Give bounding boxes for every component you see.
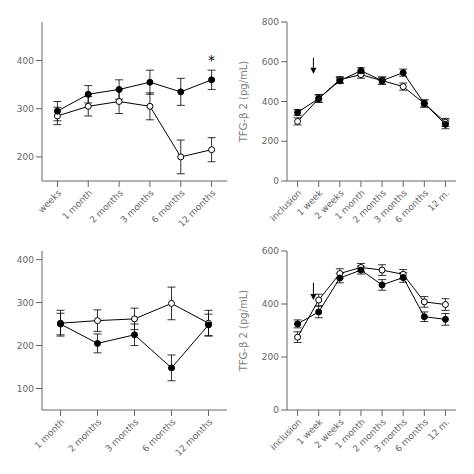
svg-text:300: 300: [17, 104, 34, 114]
svg-text:12 m.: 12 m.: [426, 417, 451, 442]
svg-text:2 weeks: 2 weeks: [312, 187, 346, 222]
svg-text:12 months: 12 months: [173, 417, 214, 458]
svg-text:100: 100: [17, 384, 34, 394]
svg-text:3 months: 3 months: [118, 187, 156, 225]
svg-text:2 months: 2 months: [66, 417, 103, 454]
svg-text:300: 300: [17, 298, 34, 308]
svg-text:6 months: 6 months: [393, 416, 431, 454]
svg-text:1 month: 1 month: [60, 187, 95, 222]
svg-text:3 months: 3 months: [372, 416, 410, 454]
svg-text:600: 600: [262, 246, 279, 256]
svg-text:2 weeks: 2 weeks: [312, 416, 346, 451]
svg-text:0: 0: [273, 176, 279, 186]
svg-text:6 months: 6 months: [149, 187, 187, 225]
svg-text:1 month: 1 month: [33, 417, 67, 451]
svg-text:6 months: 6 months: [140, 417, 177, 454]
svg-text:weeks: weeks: [36, 188, 63, 215]
svg-text:1 week: 1 week: [294, 416, 325, 447]
svg-text:0: 0: [273, 405, 279, 415]
svg-text:800: 800: [262, 17, 279, 27]
svg-text:6 months: 6 months: [393, 187, 431, 225]
svg-text:3 months: 3 months: [103, 417, 140, 454]
svg-text:200: 200: [17, 341, 34, 351]
svg-text:2 months: 2 months: [350, 416, 388, 454]
svg-text:400: 400: [262, 299, 279, 309]
svg-text:12 months: 12 months: [176, 188, 217, 229]
svg-text:inclusion: inclusion: [268, 417, 303, 452]
svg-text:600: 600: [262, 57, 279, 67]
svg-text:200: 200: [17, 152, 34, 162]
svg-text:*: *: [208, 52, 215, 68]
svg-text:400: 400: [17, 56, 34, 66]
svg-text:400: 400: [17, 255, 34, 265]
svg-text:TFG-β 2 (pg/mL): TFG-β 2 (pg/mL): [238, 290, 249, 373]
svg-text:200: 200: [262, 136, 279, 146]
svg-text:12 m.: 12 m.: [426, 188, 451, 213]
svg-text:1 week: 1 week: [294, 187, 325, 218]
svg-text:TFG-β 2 (pg/mL): TFG-β 2 (pg/mL): [238, 61, 249, 144]
svg-text:1 month: 1 month: [333, 416, 367, 451]
svg-text:400: 400: [262, 97, 279, 107]
svg-text:2 months: 2 months: [87, 187, 125, 225]
svg-text:inclusion: inclusion: [268, 188, 303, 223]
svg-text:200: 200: [262, 352, 279, 362]
svg-text:1 month: 1 month: [333, 187, 367, 222]
svg-text:2 months: 2 months: [350, 187, 388, 225]
svg-text:3 months: 3 months: [372, 187, 410, 225]
